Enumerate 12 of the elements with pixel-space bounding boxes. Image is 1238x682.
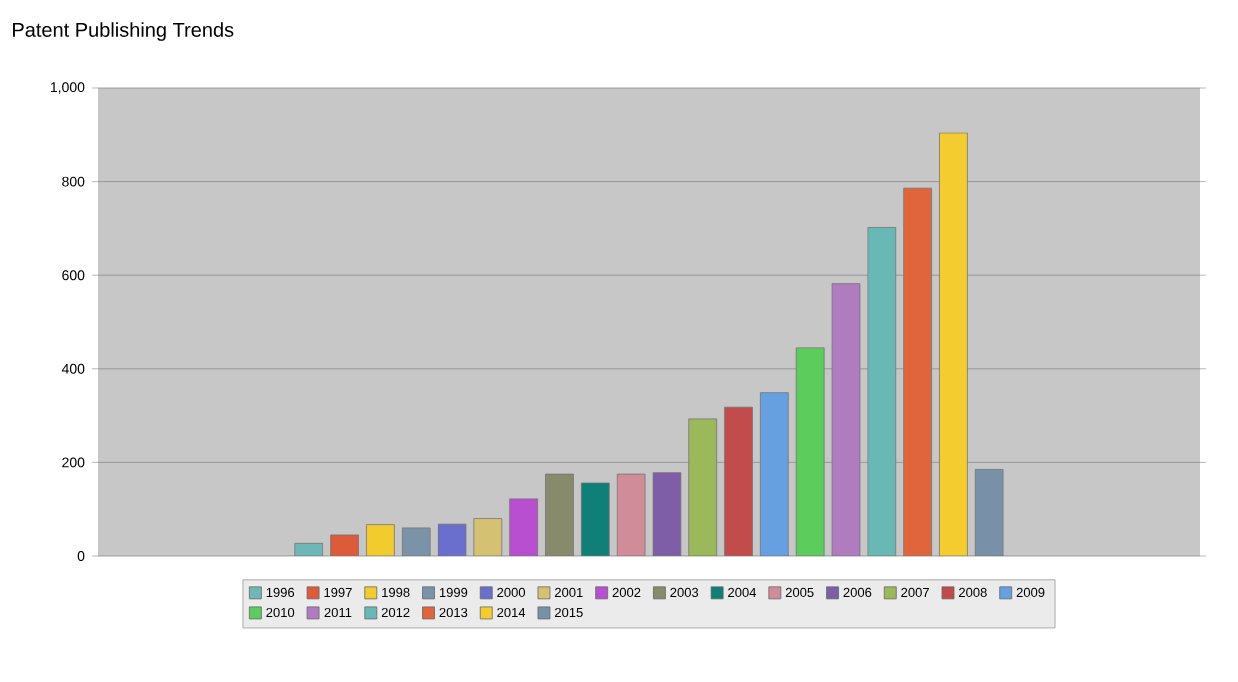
bar xyxy=(294,542,324,556)
chart-title: Patent Publishing Trends xyxy=(13,22,234,41)
bar xyxy=(330,534,359,556)
bar xyxy=(580,482,610,556)
bar xyxy=(759,392,789,556)
bar xyxy=(795,347,825,556)
bar xyxy=(974,469,1004,556)
bar xyxy=(652,472,682,556)
bar xyxy=(401,527,431,556)
bar xyxy=(867,227,897,556)
bar xyxy=(366,524,395,556)
bar xyxy=(831,283,861,556)
